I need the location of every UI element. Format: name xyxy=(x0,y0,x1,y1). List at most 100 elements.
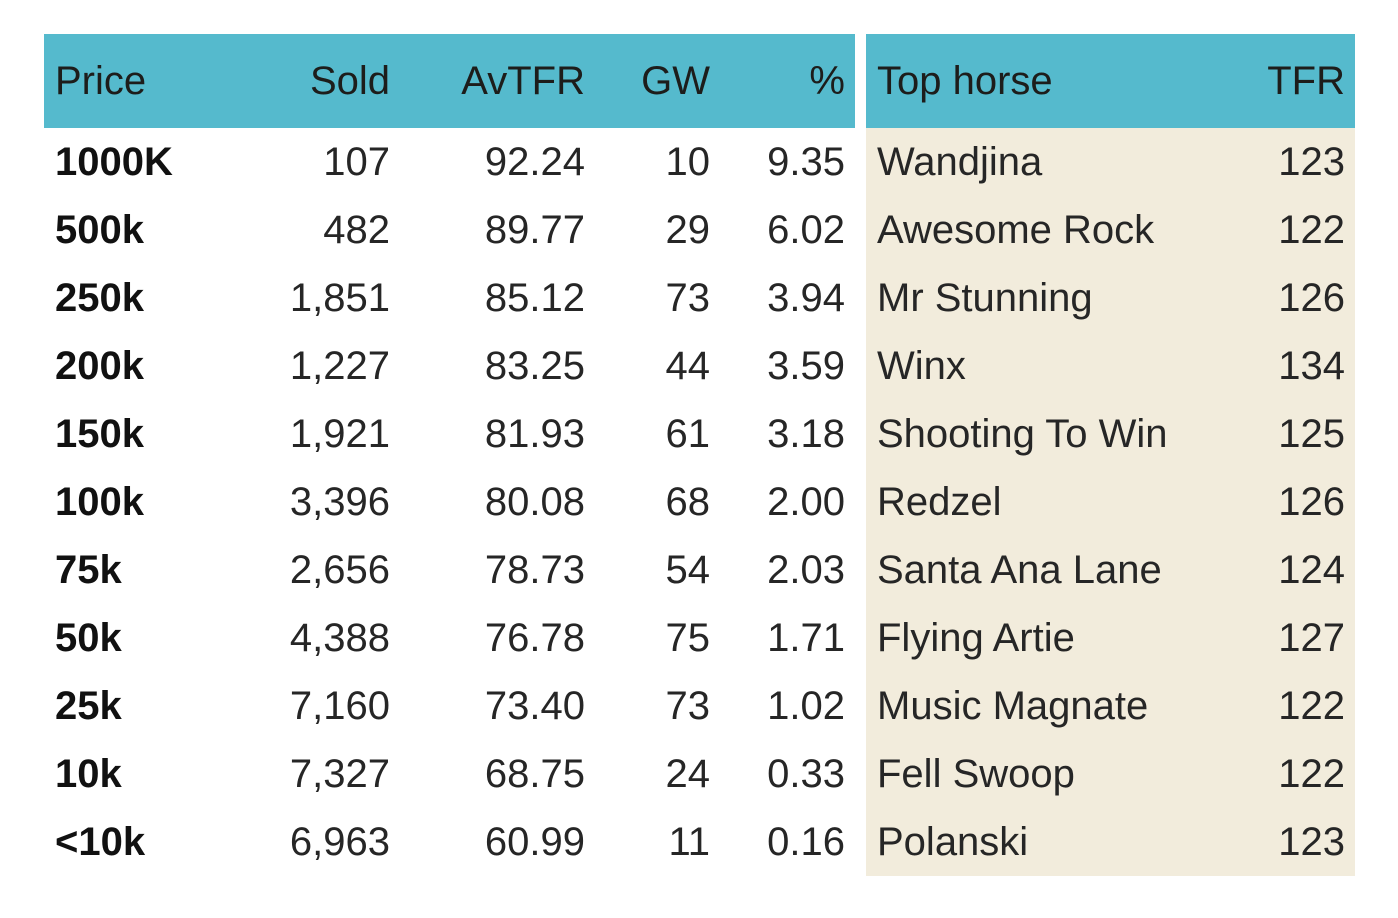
table-row: 25k 7,160 73.40 73 1.02 xyxy=(44,672,855,740)
cell-percent: 1.71 xyxy=(767,616,845,660)
cell-percent: 9.35 xyxy=(767,140,845,184)
cell-sold: 7,327 xyxy=(289,752,390,796)
cell-tfr: 123 xyxy=(1206,808,1355,876)
cell-price: <10k xyxy=(55,820,146,864)
cell-avtfr: 68.75 xyxy=(484,752,585,796)
table-row: 50k 4,388 76.78 75 1.71 xyxy=(44,604,855,672)
column-header-top-horse: Top horse xyxy=(866,34,1206,128)
cell-gw: 29 xyxy=(665,208,711,252)
column-header-sold: Sold xyxy=(244,34,390,128)
table-row: 10k 7,327 68.75 24 0.33 xyxy=(44,740,855,808)
table-row: Mr Stunning 126 xyxy=(866,264,1355,332)
cell-gw: 54 xyxy=(665,548,711,592)
cell-price: 75k xyxy=(55,548,122,592)
cell-horse-name: Fell Swoop xyxy=(866,740,1206,808)
cell-price: 25k xyxy=(55,684,122,728)
cell-price: 100k xyxy=(55,480,144,524)
table-row: 100k 3,396 80.08 68 2.00 xyxy=(44,468,855,536)
table-row: 150k 1,921 81.93 61 3.18 xyxy=(44,400,855,468)
cell-price: 200k xyxy=(55,344,144,388)
cell-gw: 24 xyxy=(665,752,711,796)
cell-tfr: 126 xyxy=(1206,264,1355,332)
table-row: Flying Artie 127 xyxy=(866,604,1355,672)
cell-percent: 3.59 xyxy=(767,344,845,388)
header-row: Top horse TFR xyxy=(866,34,1355,128)
cell-gw: 10 xyxy=(665,140,711,184)
cell-gw: 11 xyxy=(668,820,710,864)
table-row: Music Magnate 122 xyxy=(866,672,1355,740)
cell-percent: 0.16 xyxy=(767,820,845,864)
top-horse-header: Top horse TFR xyxy=(866,34,1355,128)
table-row: <10k 6,963 60.99 11 0.16 xyxy=(44,808,855,876)
cell-avtfr: 60.99 xyxy=(484,820,585,864)
cell-sold: 482 xyxy=(323,208,390,252)
cell-horse-name: Awesome Rock xyxy=(866,196,1206,264)
table-row: Awesome Rock 122 xyxy=(866,196,1355,264)
table-row: Redzel 126 xyxy=(866,468,1355,536)
cell-price: 1000K xyxy=(55,140,173,184)
cell-percent: 3.94 xyxy=(767,276,845,320)
sales-table: Price Sold AvTFR GW % 1000K 107 92.24 10… xyxy=(44,34,1355,876)
cell-avtfr: 89.77 xyxy=(484,208,585,252)
table-row: Wandjina 123 xyxy=(866,128,1355,196)
cell-avtfr: 83.25 xyxy=(484,344,585,388)
cell-horse-name: Redzel xyxy=(866,468,1206,536)
cell-tfr: 134 xyxy=(1206,332,1355,400)
cell-tfr: 122 xyxy=(1206,672,1355,740)
cell-avtfr: 80.08 xyxy=(484,480,585,524)
top-horse-body: Wandjina 123 Awesome Rock 122 Mr Stunnin… xyxy=(866,128,1355,876)
cell-avtfr: 92.24 xyxy=(484,140,585,184)
cell-percent: 6.02 xyxy=(767,208,845,252)
cell-sold: 7,160 xyxy=(289,684,390,728)
cell-tfr: 124 xyxy=(1206,536,1355,604)
cell-percent: 1.02 xyxy=(767,684,845,728)
column-header-gw: GW xyxy=(585,34,710,128)
cell-horse-name: Shooting To Win xyxy=(866,400,1206,468)
cell-horse-name: Winx xyxy=(866,332,1206,400)
cell-avtfr: 81.93 xyxy=(484,412,585,456)
cell-tfr: 127 xyxy=(1206,604,1355,672)
table-row: 500k 482 89.77 29 6.02 xyxy=(44,196,855,264)
cell-horse-name: Santa Ana Lane xyxy=(866,536,1206,604)
cell-percent: 0.33 xyxy=(767,752,845,796)
cell-gw: 75 xyxy=(665,616,711,660)
cell-percent: 3.18 xyxy=(767,412,845,456)
cell-percent: 2.00 xyxy=(767,480,845,524)
cell-sold: 107 xyxy=(323,140,390,184)
cell-price: 250k xyxy=(55,276,144,320)
price-stats-body: 1000K 107 92.24 10 9.35 500k 482 89.77 2… xyxy=(44,128,855,876)
table-row: Fell Swoop 122 xyxy=(866,740,1355,808)
cell-avtfr: 78.73 xyxy=(484,548,585,592)
table-row: 1000K 107 92.24 10 9.35 xyxy=(44,128,855,196)
table-row: 200k 1,227 83.25 44 3.59 xyxy=(44,332,855,400)
cell-avtfr: 85.12 xyxy=(484,276,585,320)
table-row: Polanski 123 xyxy=(866,808,1355,876)
cell-tfr: 125 xyxy=(1206,400,1355,468)
cell-price: 50k xyxy=(55,616,122,660)
cell-horse-name: Music Magnate xyxy=(866,672,1206,740)
header-row: Price Sold AvTFR GW % xyxy=(44,34,855,128)
column-header-price: Price xyxy=(44,34,244,128)
section-divider xyxy=(855,34,866,876)
cell-gw: 44 xyxy=(665,344,711,388)
cell-horse-name: Wandjina xyxy=(866,128,1206,196)
cell-horse-name: Polanski xyxy=(866,808,1206,876)
cell-percent: 2.03 xyxy=(767,548,845,592)
column-header-percent: % xyxy=(710,34,855,128)
table-row: 250k 1,851 85.12 73 3.94 xyxy=(44,264,855,332)
cell-price: 500k xyxy=(55,208,144,252)
cell-gw: 68 xyxy=(665,480,711,524)
cell-tfr: 122 xyxy=(1206,196,1355,264)
cell-avtfr: 73.40 xyxy=(484,684,585,728)
cell-tfr: 122 xyxy=(1206,740,1355,808)
cell-price: 10k xyxy=(55,752,122,796)
cell-gw: 73 xyxy=(665,276,711,320)
cell-sold: 4,388 xyxy=(289,616,390,660)
table-row: 75k 2,656 78.73 54 2.03 xyxy=(44,536,855,604)
cell-tfr: 126 xyxy=(1206,468,1355,536)
table-row: Winx 134 xyxy=(866,332,1355,400)
cell-sold: 6,963 xyxy=(289,820,390,864)
cell-tfr: 123 xyxy=(1206,128,1355,196)
cell-avtfr: 76.78 xyxy=(484,616,585,660)
